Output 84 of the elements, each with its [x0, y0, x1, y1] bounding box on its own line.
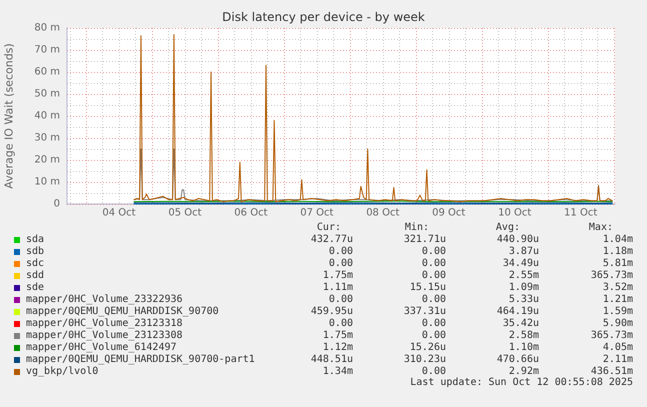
text: 365.73m [590, 330, 633, 342]
legend-label: sdb [26, 246, 44, 258]
text: 1.34m [322, 366, 353, 378]
text: 1.04m [602, 234, 633, 246]
text: 0.00 [328, 246, 353, 258]
text: 3.87u [508, 246, 539, 258]
text: Min: [404, 222, 429, 234]
x-tick-label: 04 Oct [102, 208, 136, 219]
text: 0.00 [328, 318, 353, 330]
text: 5.33u [508, 294, 539, 306]
x-tick-label: 09 Oct [432, 208, 466, 219]
text: 1.12m [322, 342, 353, 354]
text: 2.92m [508, 366, 539, 378]
text: 1.11m [322, 282, 353, 294]
text: 4.05m [602, 342, 633, 354]
x-tick-label: 05 Oct [168, 208, 202, 219]
text: 3.52m [602, 282, 633, 294]
text: 1.75m [322, 270, 353, 282]
text: 432.77u [310, 234, 353, 246]
text: Last update: Sun Oct 12 00:55:08 2025 [410, 377, 633, 389]
legend-label: mapper/0HC_Volume_6142497 [26, 342, 177, 354]
text: 0.00 [328, 294, 353, 306]
text: Avg: [496, 222, 520, 234]
text: 0.00 [422, 294, 446, 306]
legend-label: sda [26, 234, 44, 246]
text: 436.51m [590, 366, 633, 378]
legend-label: sde [26, 282, 44, 294]
y-tick-label: 60 m [34, 66, 60, 78]
text: 0.00 [422, 246, 446, 258]
text: 1.21m [602, 294, 633, 306]
text: 15.15u [410, 282, 446, 294]
text: 0.00 [422, 318, 446, 330]
text: 34.49u [502, 258, 539, 270]
y-tick-label: 40 m [34, 110, 60, 122]
text: 2.11m [602, 354, 633, 366]
legend-label: mapper/0QEMU_QEMU_HARDDISK_90700 [26, 306, 219, 318]
text: 464.19u [496, 306, 539, 318]
y-axis-title: Average IO Wait (seconds) [2, 43, 16, 189]
legend-label: mapper/0HC_Volume_23322936 [26, 294, 183, 306]
y-tick-label: 80 m [34, 22, 60, 34]
text: 35.42u [502, 318, 539, 330]
y-tick-label: 70 m [34, 44, 60, 56]
text: 1.18m [602, 246, 633, 258]
text: Max: [588, 222, 613, 234]
x-tick-label: 07 Oct [300, 208, 334, 219]
x-tick-label: 10 Oct [498, 208, 532, 219]
text: 321.71u [404, 234, 446, 246]
text: 0.00 [422, 366, 446, 377]
text: 5.81m [602, 258, 633, 270]
text: 337.31u [404, 306, 446, 318]
y-tick-label: 20 m [34, 154, 60, 166]
legend-label: mapper/0HC_Volume_23123318 [26, 318, 183, 330]
text: 448.51u [310, 354, 353, 366]
x-tick-label: 08 Oct [366, 208, 400, 219]
chart-title: Disk latency per device - by week [222, 10, 425, 24]
text: 0.00 [422, 330, 446, 342]
text: 0.00 [422, 258, 446, 270]
text: 2.58m [508, 330, 539, 342]
text: 470.66u [496, 354, 539, 366]
text: 365.73m [590, 270, 633, 282]
text: 1.75m [322, 330, 353, 342]
text: 0.00 [422, 270, 446, 282]
text: 2.55m [508, 270, 539, 282]
legend-label: mapper/0QEMU_QEMU_HARDDISK_90700-part1 [26, 354, 255, 366]
text: Cur: [316, 222, 341, 234]
y-tick-label: 50 m [34, 88, 60, 100]
text: 0.00 [328, 258, 353, 270]
text: 5.90m [602, 318, 633, 330]
text: 310.23u [404, 354, 446, 366]
y-tick-label: 0 [54, 198, 60, 210]
text: 1.59m [602, 306, 633, 318]
text: 440.90u [496, 234, 539, 246]
legend-label: sdc [26, 258, 44, 270]
legend-label: sdd [26, 270, 44, 282]
legend-label: mapper/0HC_Volume_23123308 [26, 330, 183, 342]
text: 1.10m [508, 342, 539, 354]
y-tick-label: 30 m [34, 132, 60, 144]
x-tick-label: 11 Oct [564, 208, 598, 219]
legend-label: vg_bkp/lvol0 [26, 366, 98, 378]
text: 1.09m [508, 282, 539, 294]
text: 15.26u [410, 342, 446, 354]
x-tick-label: 06 Oct [234, 208, 268, 219]
text: 459.95u [310, 306, 353, 318]
y-tick-label: 10 m [34, 176, 60, 188]
